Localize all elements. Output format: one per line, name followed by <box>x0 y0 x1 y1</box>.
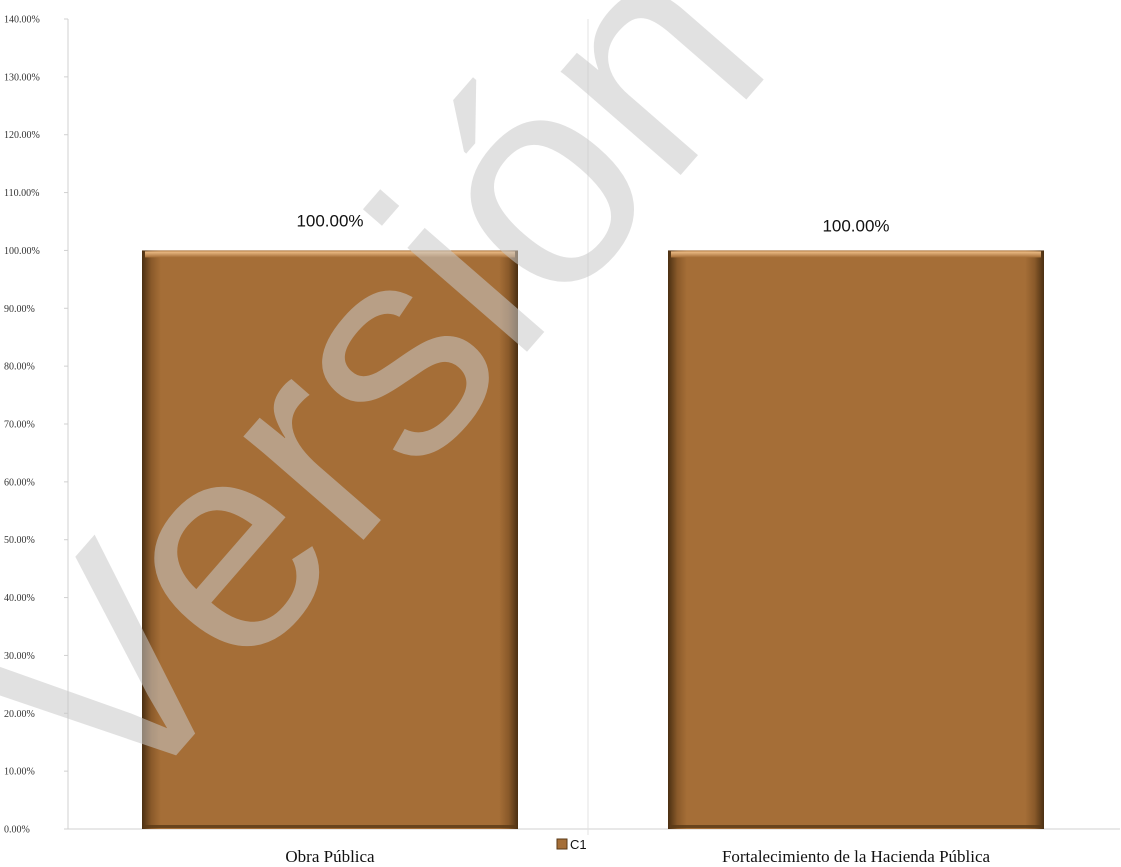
bar-bottom-bevel <box>671 825 1041 828</box>
x-tick-label: Fortalecimiento de la Hacienda Pública <box>722 847 991 866</box>
legend: C1 <box>556 837 587 852</box>
legend-label: C1 <box>570 837 587 852</box>
y-tick-label: 70.00% <box>4 420 35 431</box>
y-tick-label: 100.00% <box>4 246 40 257</box>
y-tick-label: 50.00% <box>4 535 35 546</box>
y-tick-label: 10.00% <box>4 767 35 778</box>
y-tick-label: 30.00% <box>4 651 35 662</box>
legend-swatch <box>556 838 568 850</box>
y-tick-label: 90.00% <box>4 304 35 315</box>
data-label: 100.00% <box>822 216 889 235</box>
bar-group <box>142 250 518 829</box>
y-tick-label: 120.00% <box>4 130 40 141</box>
y-tick-label: 60.00% <box>4 477 35 488</box>
y-tick-label: 110.00% <box>4 188 39 199</box>
y-tick-label: 130.00% <box>4 72 40 83</box>
bar <box>142 250 518 829</box>
bar-top-bevel <box>671 251 1041 258</box>
y-tick-label: 40.00% <box>4 593 35 604</box>
bar-top-bevel <box>145 251 515 258</box>
bar-group <box>668 250 1044 829</box>
data-label: 100.00% <box>296 211 363 230</box>
bar-bottom-bevel <box>145 825 515 828</box>
bar <box>668 250 1044 829</box>
y-tick-label: 20.00% <box>4 709 35 720</box>
y-tick-label: 80.00% <box>4 362 35 373</box>
x-tick-label: Obra Pública <box>285 847 375 866</box>
y-tick-label: 0.00% <box>4 825 30 836</box>
bars <box>142 250 1044 829</box>
labels: 100.00% Obra Pública 100.00% Fortalecimient… <box>285 211 990 866</box>
y-tick-label: 140.00% <box>4 15 40 26</box>
